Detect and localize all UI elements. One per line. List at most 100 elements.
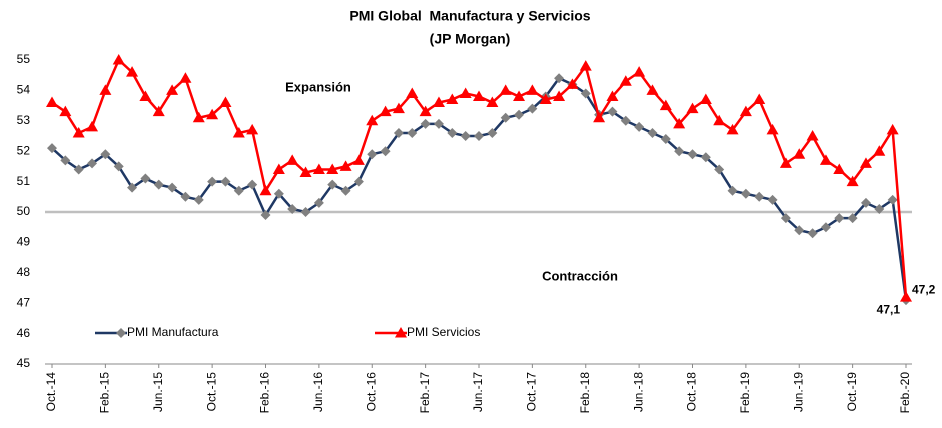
marker [499, 84, 512, 95]
marker [380, 146, 391, 157]
marker [699, 93, 712, 105]
marker [367, 149, 378, 160]
marker [660, 134, 671, 145]
marker [272, 163, 285, 174]
marker [500, 112, 511, 123]
marker [806, 130, 819, 141]
marker [607, 106, 618, 117]
marker [900, 291, 912, 302]
marker [860, 197, 871, 208]
marker [674, 146, 685, 157]
y-tick-label: 54 [17, 83, 31, 97]
marker [233, 185, 244, 196]
marker [246, 123, 259, 135]
x-tick-label: Oct.-16 [364, 372, 378, 412]
data-label: 47,2 [912, 282, 936, 296]
marker [126, 66, 139, 77]
marker [47, 143, 57, 154]
marker [100, 149, 111, 160]
marker [59, 105, 72, 117]
marker [886, 123, 899, 135]
marker [287, 203, 298, 214]
marker [753, 93, 766, 105]
marker [446, 93, 459, 105]
marker [887, 194, 898, 205]
marker [527, 103, 538, 114]
marker [247, 179, 258, 190]
marker [847, 213, 858, 224]
marker [619, 75, 632, 86]
marker [846, 175, 859, 187]
marker [366, 114, 379, 126]
marker [207, 176, 218, 187]
y-tick-label: 46 [17, 326, 31, 340]
marker [167, 182, 178, 193]
x-tick-label: Feb.-16 [258, 372, 272, 414]
marker [179, 72, 192, 83]
marker [127, 182, 138, 193]
marker [432, 96, 445, 108]
marker [232, 126, 245, 138]
marker [379, 105, 392, 117]
x-tick-label: Feb.-15 [98, 372, 112, 414]
marker [874, 203, 885, 214]
marker [192, 111, 205, 123]
marker [633, 66, 646, 77]
marker [352, 154, 365, 165]
x-tick-label: Jun.-15 [151, 372, 165, 412]
annotation: Expansión [285, 79, 351, 94]
marker [260, 210, 271, 221]
marker [420, 118, 431, 129]
marker [459, 87, 472, 98]
marker [407, 127, 418, 138]
marker [739, 105, 752, 117]
marker [780, 213, 791, 224]
marker [580, 88, 591, 99]
x-tick-label: Oct.-18 [685, 372, 699, 412]
legend-item: PMI Manufactura [95, 325, 219, 339]
marker [300, 207, 311, 217]
marker [859, 157, 872, 168]
marker [487, 127, 498, 138]
x-tick-label: Jun.-17 [471, 372, 485, 412]
marker [60, 155, 71, 166]
marker [873, 145, 886, 156]
marker [686, 102, 699, 114]
marker [219, 96, 232, 108]
marker [72, 126, 85, 138]
marker [714, 164, 725, 175]
marker [419, 105, 432, 117]
marker [273, 188, 284, 199]
marker [646, 84, 659, 95]
x-tick-label: Feb.-17 [418, 372, 432, 414]
marker [152, 105, 165, 117]
marker [539, 93, 552, 105]
series-line [51, 76, 908, 301]
marker [395, 327, 407, 338]
marker [486, 96, 499, 108]
legend-label: PMI Manufactura [127, 325, 219, 339]
marker [206, 108, 219, 120]
marker [392, 102, 405, 114]
marker [659, 99, 672, 111]
chart-subtitle: (JP Morgan) [430, 31, 511, 47]
y-tick-label: 55 [17, 52, 31, 66]
marker [193, 194, 204, 205]
marker [793, 148, 806, 159]
marker [339, 160, 352, 171]
x-tick-label: Oct.-17 [525, 372, 539, 412]
marker [726, 123, 739, 135]
marker [819, 154, 832, 165]
marker [593, 111, 606, 123]
marker [634, 121, 645, 132]
marker [153, 179, 164, 190]
marker [326, 163, 339, 174]
legend-item: PMI Servicios [375, 325, 480, 339]
marker [514, 109, 525, 120]
x-tick-label: Feb.-18 [578, 372, 592, 414]
marker [647, 127, 658, 138]
marker [554, 73, 565, 84]
x-tick-label: Jun.-19 [791, 372, 805, 412]
marker [620, 115, 631, 126]
marker [313, 197, 324, 208]
